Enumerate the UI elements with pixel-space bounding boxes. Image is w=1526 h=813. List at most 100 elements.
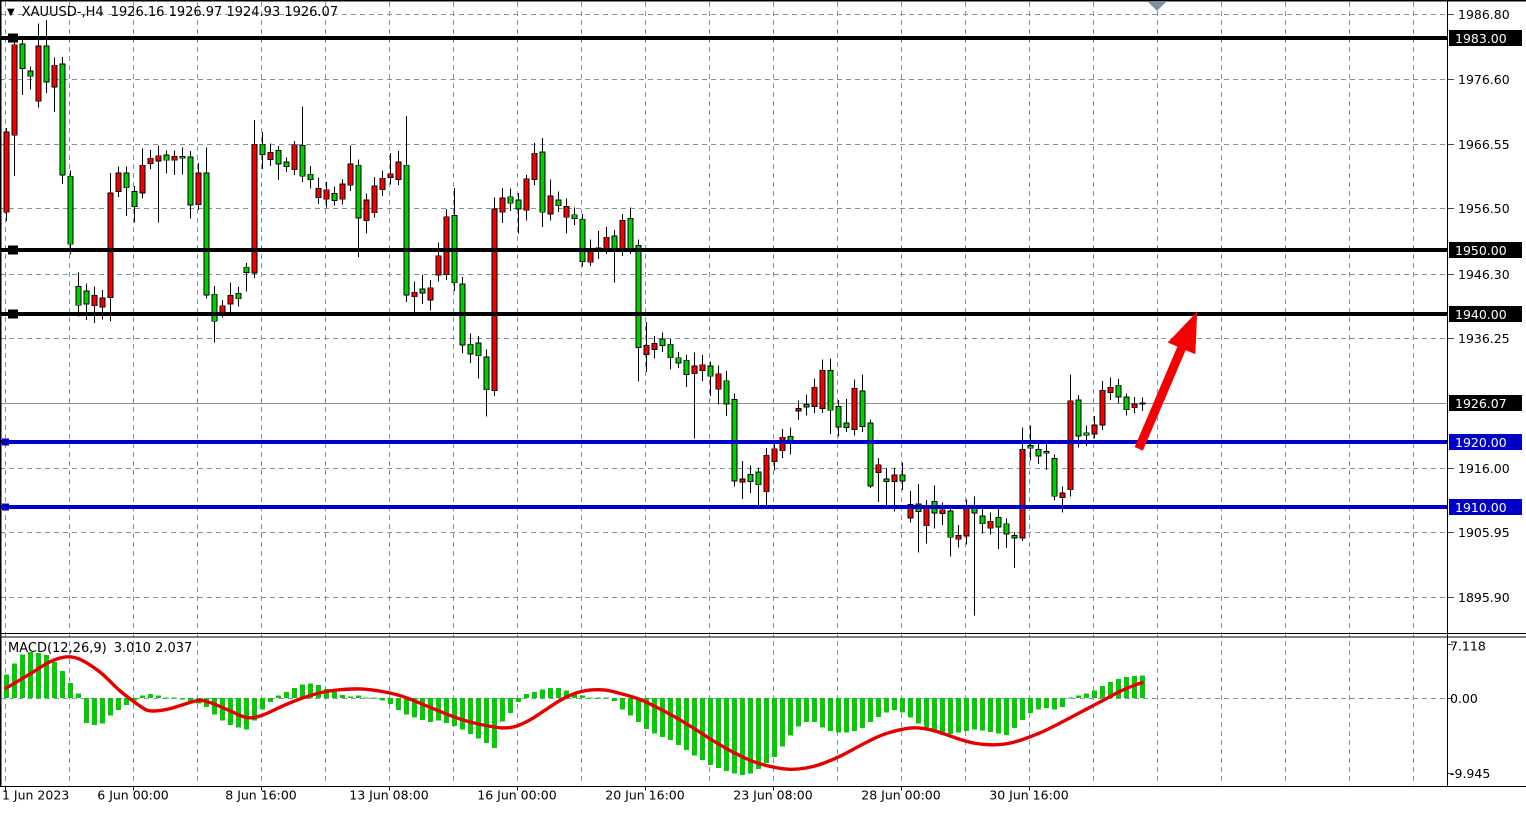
time-axis-label: 13 Jun 08:00 — [349, 788, 428, 803]
macd-histogram-bar — [636, 698, 641, 723]
macd-axis[interactable]: 7.118 0.00 -9.945 — [1448, 639, 1490, 782]
hline-handle[interactable] — [2, 438, 9, 446]
macd-histogram-bar — [940, 698, 945, 735]
macd-histogram-bar — [796, 698, 801, 727]
macd-histogram-bar — [52, 661, 57, 698]
candle-bullish — [763, 454, 770, 493]
macd-histogram-bar — [1012, 698, 1017, 729]
macd-histogram-bar — [492, 698, 497, 748]
macd-histogram-bar — [708, 698, 713, 766]
frame-layer — [0, 0, 1526, 788]
candle-bullish — [691, 365, 698, 375]
macd-histogram-bar — [756, 698, 761, 769]
chart-shift-marker-icon[interactable] — [1148, 2, 1166, 11]
price-tick-label: 1966.55 — [1458, 137, 1510, 152]
macd-histogram-bar — [500, 698, 505, 722]
candle-bearish — [1043, 450, 1050, 454]
macd-histogram-bar — [780, 698, 785, 747]
candle-bullish — [811, 386, 818, 407]
candle-bearish — [131, 191, 138, 207]
macd-histogram-bar — [1060, 698, 1065, 708]
candle-bullish — [339, 183, 346, 200]
hline-blue-1920[interactable] — [0, 440, 1447, 444]
macd-histogram-bar — [332, 691, 337, 698]
hline-handle[interactable] — [8, 33, 18, 43]
macd-histogram-bar — [844, 698, 849, 733]
macd-histogram-bar — [1020, 698, 1025, 720]
macd-histogram-bar — [508, 698, 513, 714]
macd-histogram-bar — [92, 698, 97, 726]
trend-arrow-head[interactable] — [1167, 311, 1198, 355]
candle-bullish — [171, 155, 178, 161]
time-axis-label: 30 Jun 16:00 — [989, 788, 1068, 803]
price-tick-label: 1986.80 — [1458, 7, 1510, 22]
hline-black-1950[interactable] — [0, 248, 1447, 252]
hline-blue-1910[interactable] — [0, 505, 1447, 509]
candle-bullish — [91, 295, 98, 307]
macd-histogram-bar — [788, 698, 793, 736]
candle-bearish — [235, 293, 242, 300]
macd-histogram-bar — [868, 698, 873, 723]
macd-histogram-bar — [748, 698, 753, 774]
candle-bullish — [315, 188, 322, 198]
candle-bearish — [1027, 445, 1034, 449]
trend-arrow-shaft[interactable] — [1134, 341, 1189, 451]
candle-bearish — [243, 266, 250, 273]
macd-histogram-bar — [1052, 698, 1057, 710]
candle-bullish — [987, 520, 994, 529]
macd-histogram-bar — [652, 698, 657, 734]
macd-histogram-bar — [60, 670, 65, 698]
macd-histogram-bar — [564, 690, 569, 698]
candle-bearish — [27, 70, 34, 77]
candle-bullish — [875, 464, 882, 473]
candle-bearish — [1123, 396, 1130, 411]
candle-bullish — [435, 255, 442, 276]
candle-bearish — [555, 199, 562, 207]
candle-bearish — [883, 478, 890, 482]
candle-bearish — [283, 161, 290, 168]
macd-histogram-bar — [348, 696, 353, 698]
candle-bullish — [51, 64, 58, 88]
candle-bullish — [107, 192, 114, 298]
macd-histogram-bar — [244, 698, 249, 730]
candle-bullish — [195, 172, 202, 205]
macd-histogram-bar — [628, 698, 633, 716]
hline-black-1940[interactable] — [0, 312, 1447, 316]
candle-bearish — [275, 150, 282, 165]
macd-histogram-bar — [860, 698, 865, 729]
macd-histogram-bar — [380, 698, 385, 701]
time-axis[interactable]: 1 Jun 2023 6 Jun 00:00 8 Jun 16:00 13 Jun 0… — [2, 786, 1069, 803]
candle-bearish — [979, 515, 986, 525]
level-lines-layer — [0, 33, 1447, 511]
time-axis-label: 1 Jun 2023 — [2, 788, 69, 803]
macd-histogram-bar — [188, 698, 193, 702]
price-line-label-box — [1449, 30, 1522, 46]
hline-handle[interactable] — [8, 245, 18, 255]
price-tick-label: 1956.50 — [1458, 201, 1510, 216]
price-tick-label: 1976.60 — [1458, 72, 1510, 87]
macd-histogram-bar — [548, 688, 553, 698]
hline-black-1983[interactable] — [0, 36, 1447, 40]
hline-handle[interactable] — [8, 309, 18, 319]
price-line-label-text: 1920.00 — [1455, 435, 1507, 450]
macd-layer — [4, 651, 1145, 775]
candle-bearish — [867, 422, 874, 487]
macd-indicator-label: MACD(12,26,9) 3.010 2.037 — [8, 641, 192, 656]
macd-histogram-bar — [372, 697, 377, 699]
candle-bullish — [891, 474, 898, 482]
macd-histogram-bar — [996, 698, 1001, 734]
macd-histogram-bar — [876, 698, 881, 717]
symbol-dropdown-icon[interactable]: ▼ — [7, 7, 15, 18]
macd-histogram-bar — [76, 693, 81, 698]
candle-bullish — [1067, 400, 1074, 491]
candle-bearish — [403, 164, 410, 296]
time-axis-label: 20 Jun 16:00 — [605, 788, 684, 803]
macd-histogram-bar — [956, 698, 961, 733]
candle-bearish — [467, 343, 474, 355]
price-axis[interactable]: 1986.80 1976.60 1966.55 1956.50 1946.30 1936.… — [1448, 7, 1522, 605]
hline-handle[interactable] — [2, 503, 9, 511]
price-tick-label: 1916.00 — [1458, 461, 1510, 476]
candle-bullish — [1099, 390, 1106, 426]
candle-bearish — [1139, 402, 1146, 405]
